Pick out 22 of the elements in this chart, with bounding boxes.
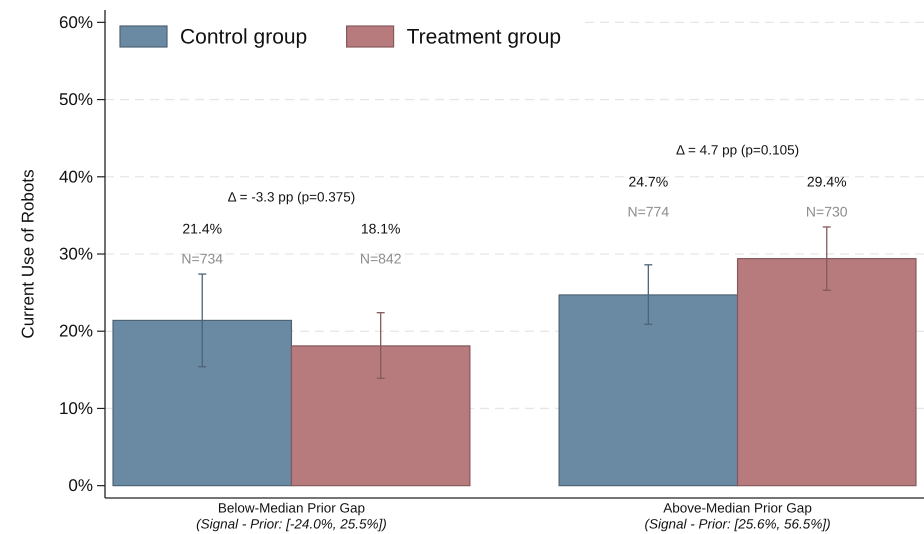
annotation: Δ = 4.7 pp (p=0.105) — [676, 142, 800, 158]
y-tick-label: 40% — [58, 167, 93, 186]
x-tick-label: Below-Median Prior Gap (Signal - Prior: [-24.0%, 25.5%]) — [196, 500, 387, 532]
y-axis-title: Current Use of Robots — [18, 169, 38, 339]
annotation: 24.7% — [628, 173, 668, 190]
legend-label: Control group — [180, 26, 308, 48]
y-tick-label: 60% — [58, 12, 93, 32]
y-tick-label: 30% — [58, 244, 93, 264]
annotation: Δ = -3.3 pp (p=0.375) — [228, 190, 356, 205]
annotation: N=774 — [627, 203, 670, 220]
legend-label: Treatment group — [406, 26, 562, 48]
y-tick-label: 50% — [58, 90, 93, 110]
annotation: N=730 — [806, 203, 848, 220]
y-tick-label: 20% — [58, 322, 93, 341]
annotation: N=842 — [360, 250, 402, 267]
annotation: N=734 — [181, 250, 224, 267]
y-tick-label: 0% — [68, 476, 93, 496]
annotation: 21.4% — [182, 220, 222, 237]
annotation: 29.4% — [806, 173, 847, 190]
y-tick-label: 10% — [58, 398, 93, 418]
annotation: 18.1% — [360, 220, 401, 237]
x-tick-label: Above-Median Prior Gap (Signal - Prior: [25.6%, 56.5%]) — [644, 500, 831, 532]
